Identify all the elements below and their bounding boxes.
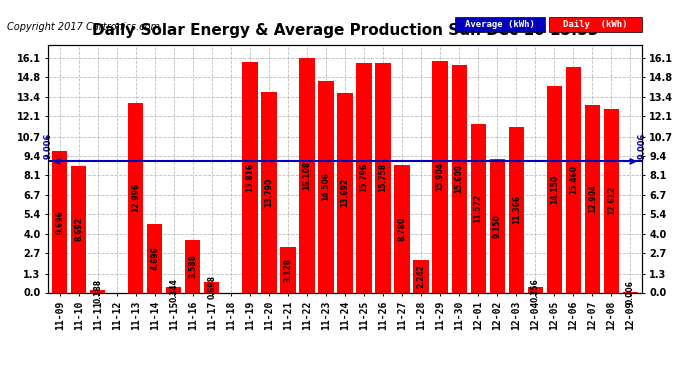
Text: Copyright 2017 Cartronics.com: Copyright 2017 Cartronics.com [7,22,160,33]
Text: 9.696: 9.696 [55,210,64,234]
Text: 8.780: 8.780 [397,216,406,241]
Text: 16.108: 16.108 [302,160,311,190]
Bar [299,58,315,292]
Text: 0.698: 0.698 [208,275,217,299]
Bar [471,124,486,292]
Text: 3.128: 3.128 [284,258,293,282]
Bar [357,63,372,292]
Text: 13.790: 13.790 [264,177,273,207]
Text: 15.460: 15.460 [569,165,578,195]
Bar [128,103,144,292]
Bar [71,166,86,292]
Text: 11.366: 11.366 [512,195,521,224]
Text: 3.588: 3.588 [188,254,197,278]
Bar [433,61,448,292]
Text: 15.796: 15.796 [359,163,368,192]
Text: 0.006: 0.006 [626,280,635,304]
Text: 14.150: 14.150 [550,175,559,204]
Bar [489,159,505,292]
Bar [451,65,466,292]
Bar [90,290,106,292]
Bar [395,165,410,292]
Text: 8.692: 8.692 [75,217,83,241]
Bar [147,224,162,292]
Bar [413,260,428,292]
Text: 11.572: 11.572 [473,194,482,223]
Text: 12.612: 12.612 [607,186,615,215]
Bar [204,282,219,292]
Text: 15.816: 15.816 [246,163,255,192]
Bar [509,127,524,292]
Text: 13.692: 13.692 [340,178,350,207]
Bar [280,247,295,292]
Text: 9.150: 9.150 [493,214,502,238]
Text: Daily  (kWh): Daily (kWh) [563,20,627,29]
Bar [337,93,353,292]
Bar [528,287,543,292]
Bar [546,87,562,292]
Bar [262,92,277,292]
Text: 12.996: 12.996 [131,183,140,213]
Text: 9.006: 9.006 [43,133,53,159]
Text: 12.904: 12.904 [588,184,597,213]
Bar [242,62,257,292]
Text: 0.344: 0.344 [169,278,178,302]
Text: 9.006: 9.006 [637,133,647,159]
Bar [52,152,68,292]
Bar [604,109,619,292]
Text: 0.356: 0.356 [531,278,540,302]
Text: 2.242: 2.242 [417,264,426,288]
Text: 15.904: 15.904 [435,162,444,191]
Bar [318,81,333,292]
Bar [566,68,581,292]
Text: 15.608: 15.608 [455,164,464,194]
Text: Average (kWh): Average (kWh) [465,20,535,29]
Text: 15.758: 15.758 [379,163,388,192]
Text: 0.188: 0.188 [93,279,102,303]
Bar [185,240,201,292]
Text: 14.506: 14.506 [322,172,331,201]
Bar [166,288,181,292]
Bar [584,105,600,292]
Bar [375,63,391,292]
Text: Daily Solar Energy & Average Production Sun Dec 10 15:53: Daily Solar Energy & Average Production … [92,22,598,38]
Text: 4.696: 4.696 [150,246,159,270]
